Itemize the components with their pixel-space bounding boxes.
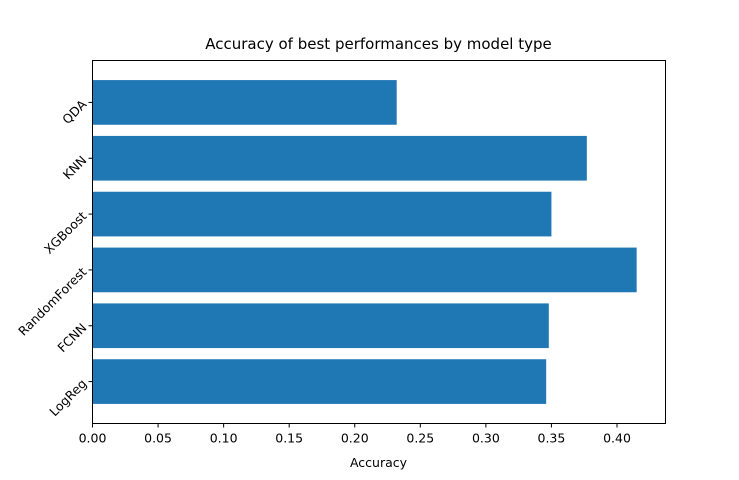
x-tick-label: 0.35 xyxy=(538,431,566,446)
x-tick-label: 0.30 xyxy=(472,431,500,446)
bar-xgboost xyxy=(92,191,552,237)
x-tick-label: 0.25 xyxy=(406,431,434,446)
bar-knn xyxy=(92,135,587,181)
chart-title: Accuracy of best performances by model t… xyxy=(205,35,552,53)
y-tick-label: FCNN xyxy=(54,320,89,355)
bars-group xyxy=(92,80,637,404)
plot-frame xyxy=(92,60,666,424)
x-tick-label: 0.00 xyxy=(79,431,107,446)
y-tick-label: KNN xyxy=(60,153,90,183)
y-tick-label: LogReg xyxy=(46,376,89,419)
x-tick-label: 0.20 xyxy=(341,431,369,446)
x-tick-label: 0.05 xyxy=(144,431,172,446)
bar-logreg xyxy=(92,359,547,404)
x-tick-label: 0.40 xyxy=(603,431,631,446)
x-axis-label: Accuracy xyxy=(350,455,408,470)
y-tick-label: XGBoost xyxy=(41,208,90,257)
x-tick-label: 0.10 xyxy=(210,431,238,446)
y-tick-label: QDA xyxy=(59,96,90,127)
bar-randomforest xyxy=(92,247,637,293)
x-tick-label: 0.15 xyxy=(275,431,303,446)
bar-qda xyxy=(92,80,397,125)
x-axis-ticks: 0.00 0.05 0.10 0.15 0.20 0.25 0.30 0.35 0.40 xyxy=(79,423,631,446)
bar-fcnn xyxy=(92,303,549,349)
